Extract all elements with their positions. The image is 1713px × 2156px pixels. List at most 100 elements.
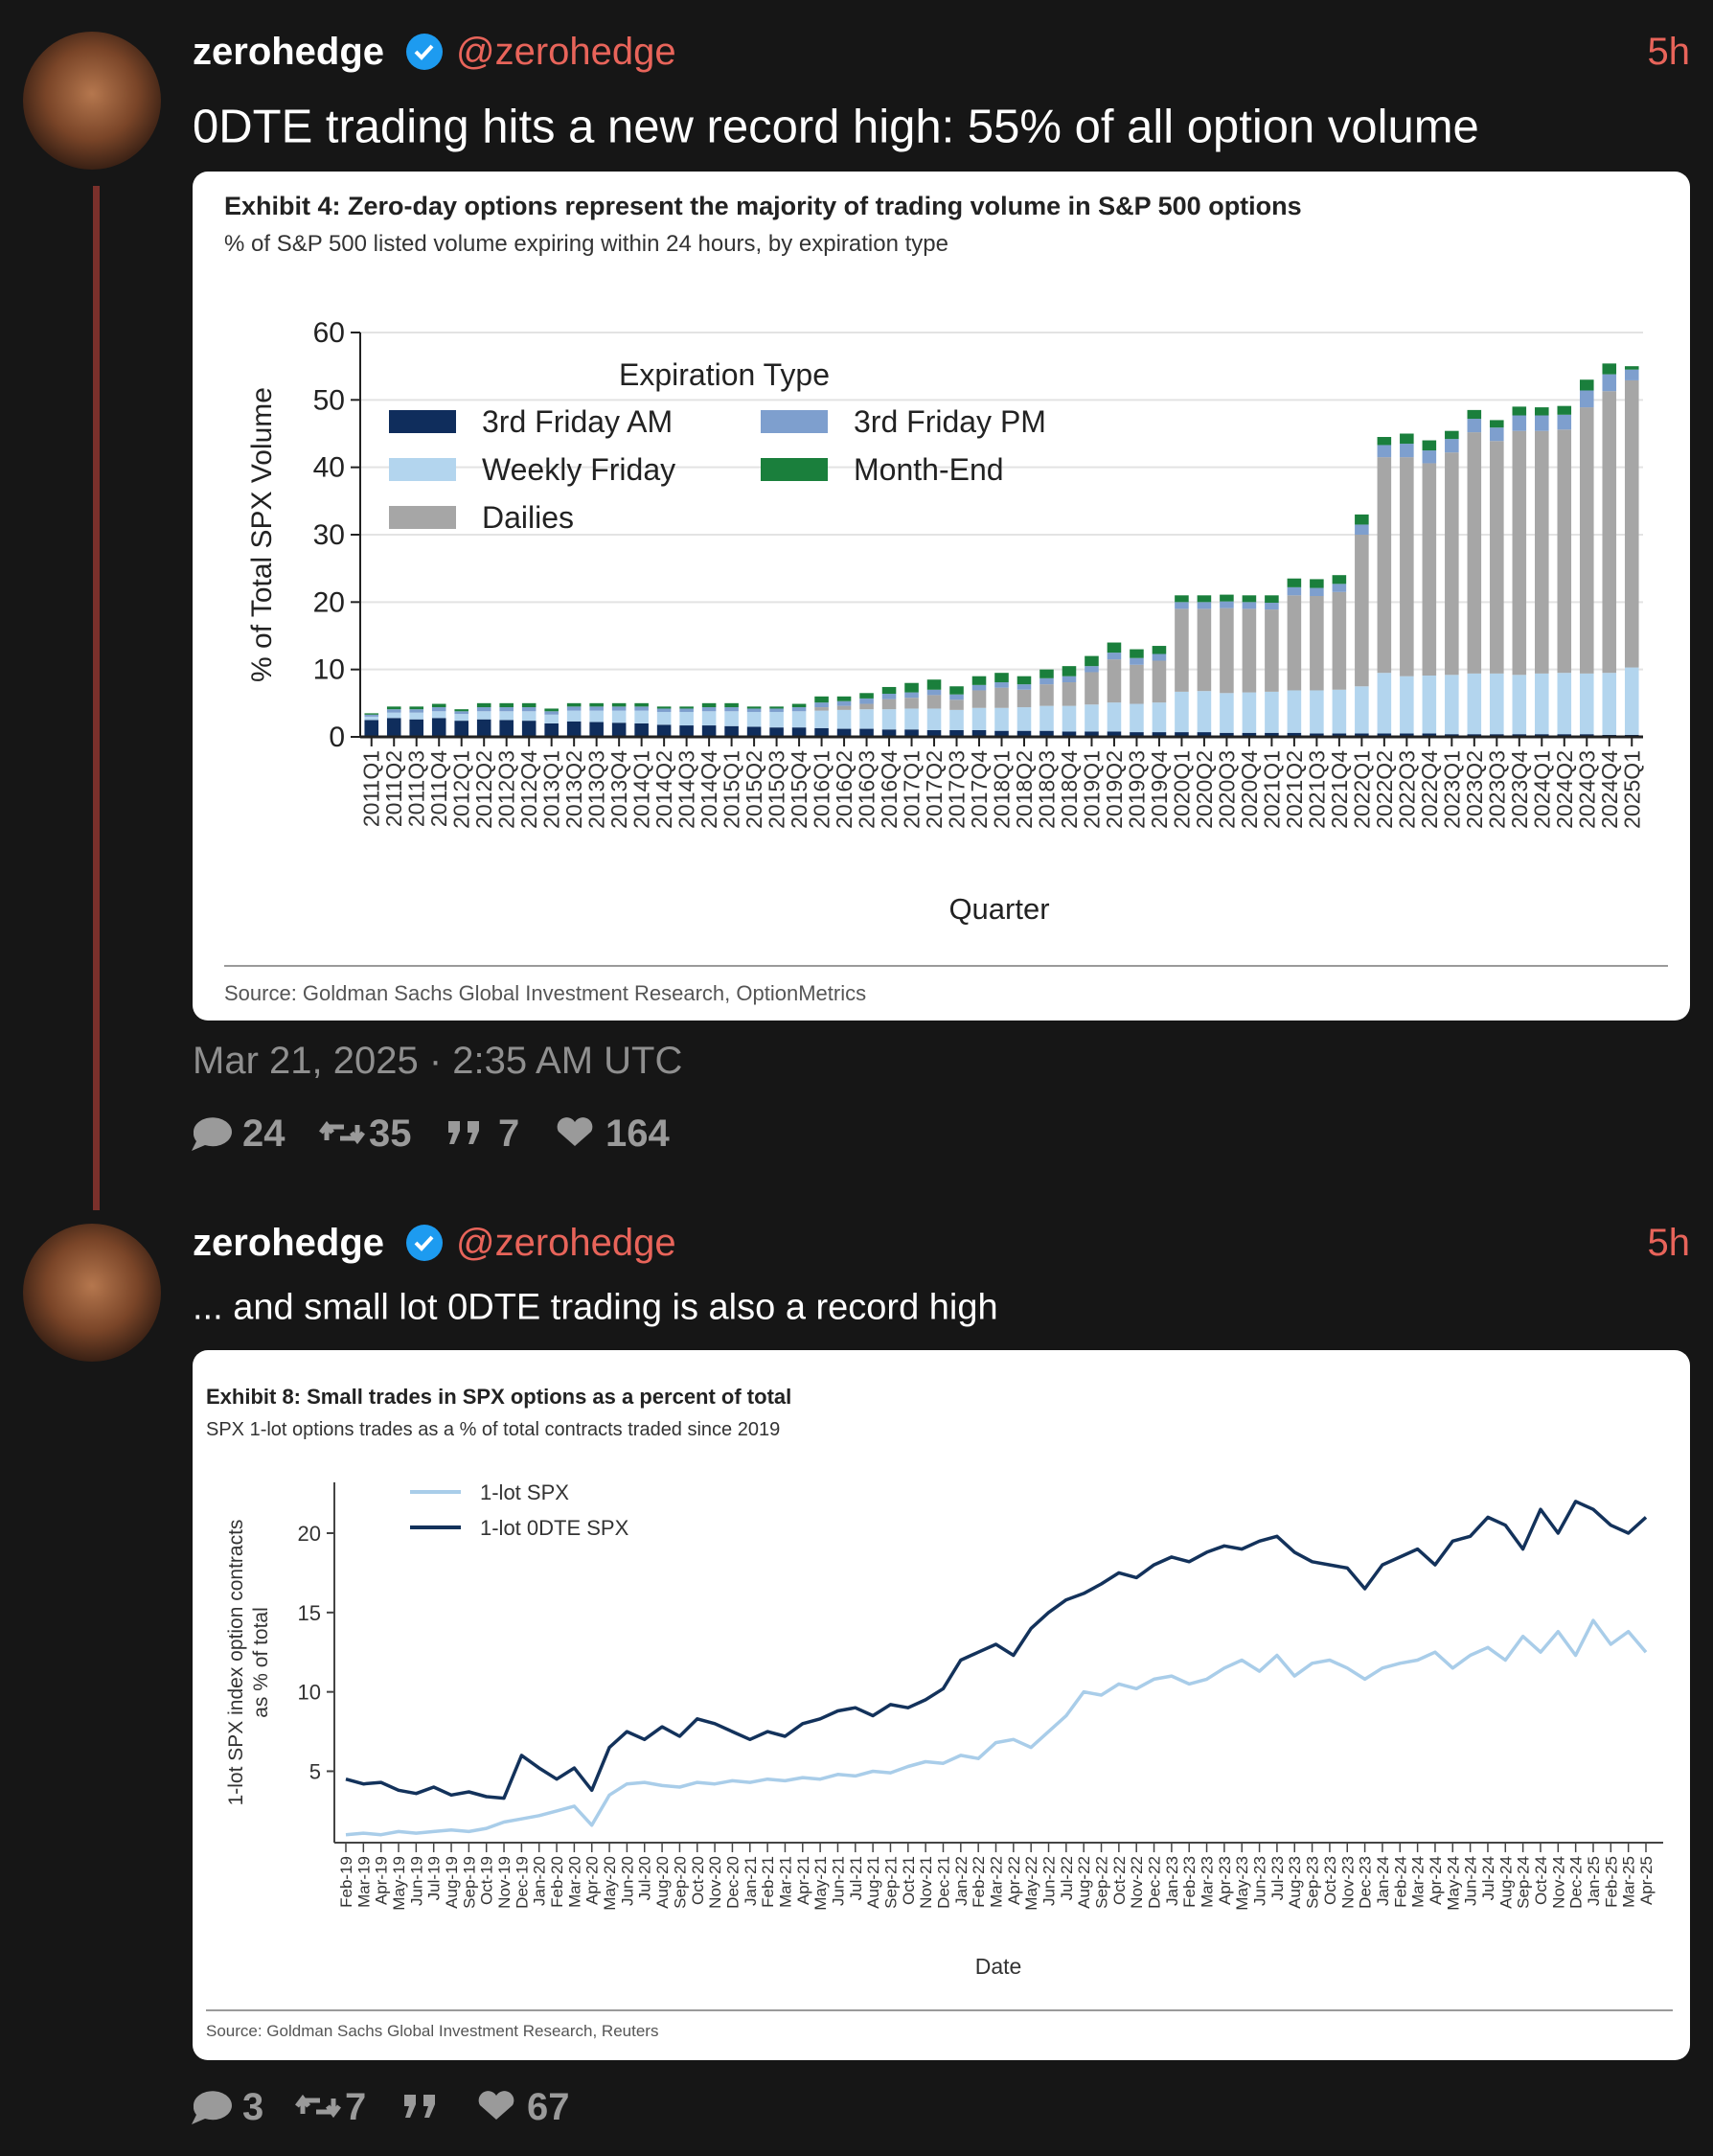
bar-segment xyxy=(386,706,401,710)
bar-segment xyxy=(1422,463,1437,676)
x-tick-label: Mar-20 xyxy=(565,1856,583,1908)
bar-segment xyxy=(1152,702,1167,733)
bar-segment xyxy=(1557,405,1572,415)
x-tick-label: Oct-24 xyxy=(1532,1856,1550,1905)
bar-segment xyxy=(1490,441,1504,674)
bar-segment xyxy=(589,710,604,722)
y-tick-label: 20 xyxy=(298,1522,321,1546)
x-tick-label: 2019Q4 xyxy=(1147,750,1172,829)
like-icon[interactable] xyxy=(478,2091,514,2120)
bar-segment xyxy=(1175,608,1189,692)
x-tick-label: 2012Q3 xyxy=(494,750,519,829)
author-handle[interactable]: @zerohedge xyxy=(456,1222,676,1264)
bar-segment xyxy=(1265,691,1279,733)
bar-segment xyxy=(949,700,964,710)
bar-segment xyxy=(544,708,559,712)
stat-count: 24 xyxy=(242,1112,286,1155)
author-name[interactable]: zerohedge xyxy=(193,1222,384,1264)
avatar[interactable] xyxy=(23,1224,161,1362)
stat-count: 7 xyxy=(498,1112,519,1155)
retweet-icon[interactable] xyxy=(319,1120,365,1145)
bar-segment xyxy=(791,727,807,737)
x-tick-label: Jun-23 xyxy=(1251,1856,1269,1906)
bar-segment xyxy=(836,705,852,710)
bar-segment xyxy=(1152,660,1167,703)
x-tick-label: Sep-20 xyxy=(671,1856,689,1909)
bar-segment xyxy=(1085,731,1099,737)
timestamp[interactable]: 5h xyxy=(1648,31,1691,73)
x-tick-label: 2021Q2 xyxy=(1282,750,1307,829)
bar-segment xyxy=(454,714,468,722)
bar-segment xyxy=(656,724,672,737)
reply-icon[interactable] xyxy=(192,1117,232,1151)
bar-segment xyxy=(1310,733,1324,737)
quote-icon[interactable] xyxy=(404,2095,435,2118)
tweet-text: ... and small lot 0DTE trading is also a… xyxy=(193,1288,998,1328)
bar-segment xyxy=(1265,603,1279,610)
x-axis-label: Quarter xyxy=(948,892,1049,926)
bar-segment xyxy=(1085,655,1099,667)
legend-swatch xyxy=(761,410,828,433)
bar-segment xyxy=(1400,676,1414,734)
x-tick-label: 2018Q4 xyxy=(1057,750,1082,829)
bar-segment xyxy=(431,703,446,708)
timestamp[interactable]: 5h xyxy=(1648,1222,1691,1264)
x-tick-label: 2016Q2 xyxy=(832,750,856,829)
bar-segment xyxy=(1377,437,1392,446)
bar-segment xyxy=(1175,602,1189,609)
bar-segment xyxy=(1152,646,1167,654)
image-card[interactable] xyxy=(193,1350,1690,2060)
stat-count: 164 xyxy=(605,1112,670,1155)
bar-segment xyxy=(859,728,874,737)
bar-segment xyxy=(859,693,874,699)
bar-segment xyxy=(1624,667,1639,735)
author-handle[interactable]: @zerohedge xyxy=(456,31,676,73)
bar-segment xyxy=(791,711,807,728)
bar-segment xyxy=(1220,693,1234,733)
x-tick-label: 2024Q1 xyxy=(1529,750,1554,829)
like-icon[interactable] xyxy=(557,1117,593,1146)
bar-segment xyxy=(746,706,762,709)
bar-segment xyxy=(746,708,762,712)
chart: Exhibit 4: Zero-day options represent th… xyxy=(224,192,1668,1005)
bar-segment xyxy=(1062,705,1077,732)
bar-segment xyxy=(769,708,784,712)
bar-segment xyxy=(1490,420,1504,428)
legend-swatch xyxy=(761,458,828,481)
x-tick-label: Feb-24 xyxy=(1391,1856,1409,1908)
bar-segment xyxy=(724,707,739,712)
x-tick-label: Sep-24 xyxy=(1515,1856,1533,1909)
bar-segment xyxy=(971,684,987,691)
bar-segment xyxy=(1624,366,1639,370)
bar-segment xyxy=(1039,705,1054,731)
bar-segment xyxy=(1512,675,1527,735)
x-tick-label: 2011Q1 xyxy=(359,750,384,827)
retweet-icon[interactable] xyxy=(295,2094,341,2119)
tweet-date[interactable]: Mar 21, 2025 · 2:35 AM UTC xyxy=(193,1040,682,1082)
avatar[interactable] xyxy=(23,32,161,170)
bar-segment xyxy=(1130,649,1144,658)
chart-title: Exhibit 4: Zero-day options represent th… xyxy=(224,192,1302,220)
image-card[interactable] xyxy=(193,172,1690,1021)
bar-segment xyxy=(1535,407,1549,416)
x-tick-label: Feb-25 xyxy=(1602,1856,1620,1908)
bar-segment xyxy=(814,710,829,728)
bar-segment xyxy=(1422,675,1437,734)
author-name[interactable]: zerohedge xyxy=(193,31,384,73)
bar-segment xyxy=(1220,732,1234,737)
stat-count: 7 xyxy=(345,2086,366,2128)
chart: Exhibit 8: Small trades in SPX options a… xyxy=(206,1385,1673,2040)
x-tick-label: 2016Q3 xyxy=(855,750,879,829)
x-tick-label: 2014Q4 xyxy=(697,750,721,829)
x-tick-label: 2015Q4 xyxy=(787,750,811,829)
bar-segment xyxy=(544,722,559,737)
bar-segment xyxy=(499,711,514,721)
reply-icon[interactable] xyxy=(192,2091,232,2124)
bar-segment xyxy=(386,718,401,737)
bar-segment xyxy=(499,720,514,737)
x-tick-label: Sep-22 xyxy=(1093,1856,1111,1909)
x-tick-label: Jan-20 xyxy=(531,1856,549,1906)
quote-icon[interactable] xyxy=(448,1121,479,1144)
bar-segment xyxy=(1062,731,1077,737)
bar-segment xyxy=(1107,731,1122,737)
